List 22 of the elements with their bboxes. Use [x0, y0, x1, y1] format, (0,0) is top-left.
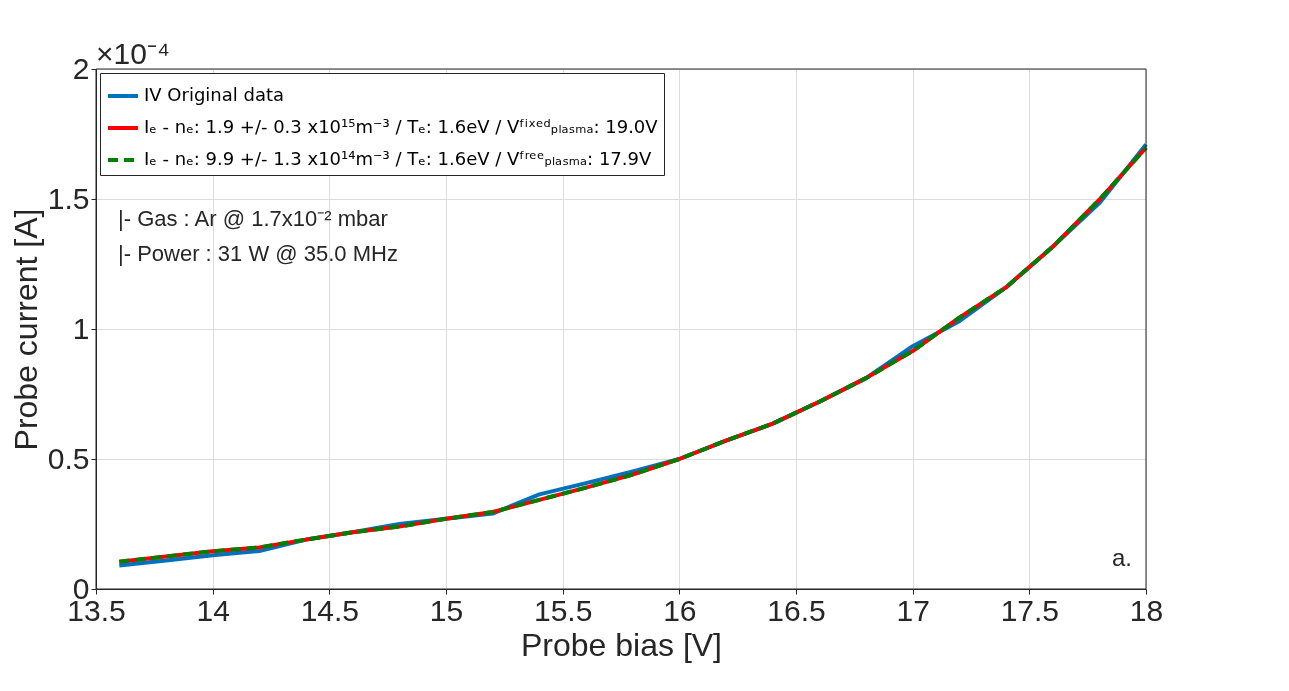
x-tick-label: 17 — [896, 593, 930, 627]
annotation: a. — [1111, 544, 1132, 571]
annotation: |- Gas : Ar @ 1.7x10⁻² mbar — [118, 206, 388, 231]
legend-label: IV Original data — [144, 84, 285, 105]
x-tick-label: 15 — [429, 593, 464, 627]
x-tick-label: 15.5 — [533, 593, 593, 627]
x-tick-label: 14.5 — [300, 593, 360, 627]
annotation: |- Power : 31 W @ 35.0 MHz — [118, 241, 398, 266]
x-tick-label: 14 — [196, 593, 230, 627]
legend-label: Iₑ - nₑ: 9.9 +/- 1.3 x10¹⁴m⁻³ / Tₑ: 1.6eV / Vᶠʳᵉᵉₚₗₐₛₘₐ: 17.9V — [144, 148, 652, 169]
legend-label: Iₑ - nₑ: 1.9 +/- 0.3 x10¹⁵m⁻³ / Tₑ: 1.6eV / Vᶠⁱˣᵉᵈₚₗₐₛₘₐ: 19.0V — [144, 116, 659, 137]
x-tick-label: 18 — [1129, 593, 1164, 627]
y-tick-label: 2 — [72, 51, 90, 85]
y-tick-label: 1 — [72, 311, 90, 345]
x-tick-label: 17.5 — [1000, 593, 1060, 627]
x-tick-label: 16 — [663, 593, 697, 627]
y-tick-label: 1.5 — [47, 181, 90, 215]
y-axis-title: Probe current [A] — [7, 208, 44, 451]
x-axis-title: Probe bias [V] — [521, 626, 722, 663]
annotation: ×10⁻⁴ — [96, 37, 170, 70]
x-tick-label: 16.5 — [767, 593, 826, 627]
y-tick-label: 0.5 — [47, 441, 90, 475]
